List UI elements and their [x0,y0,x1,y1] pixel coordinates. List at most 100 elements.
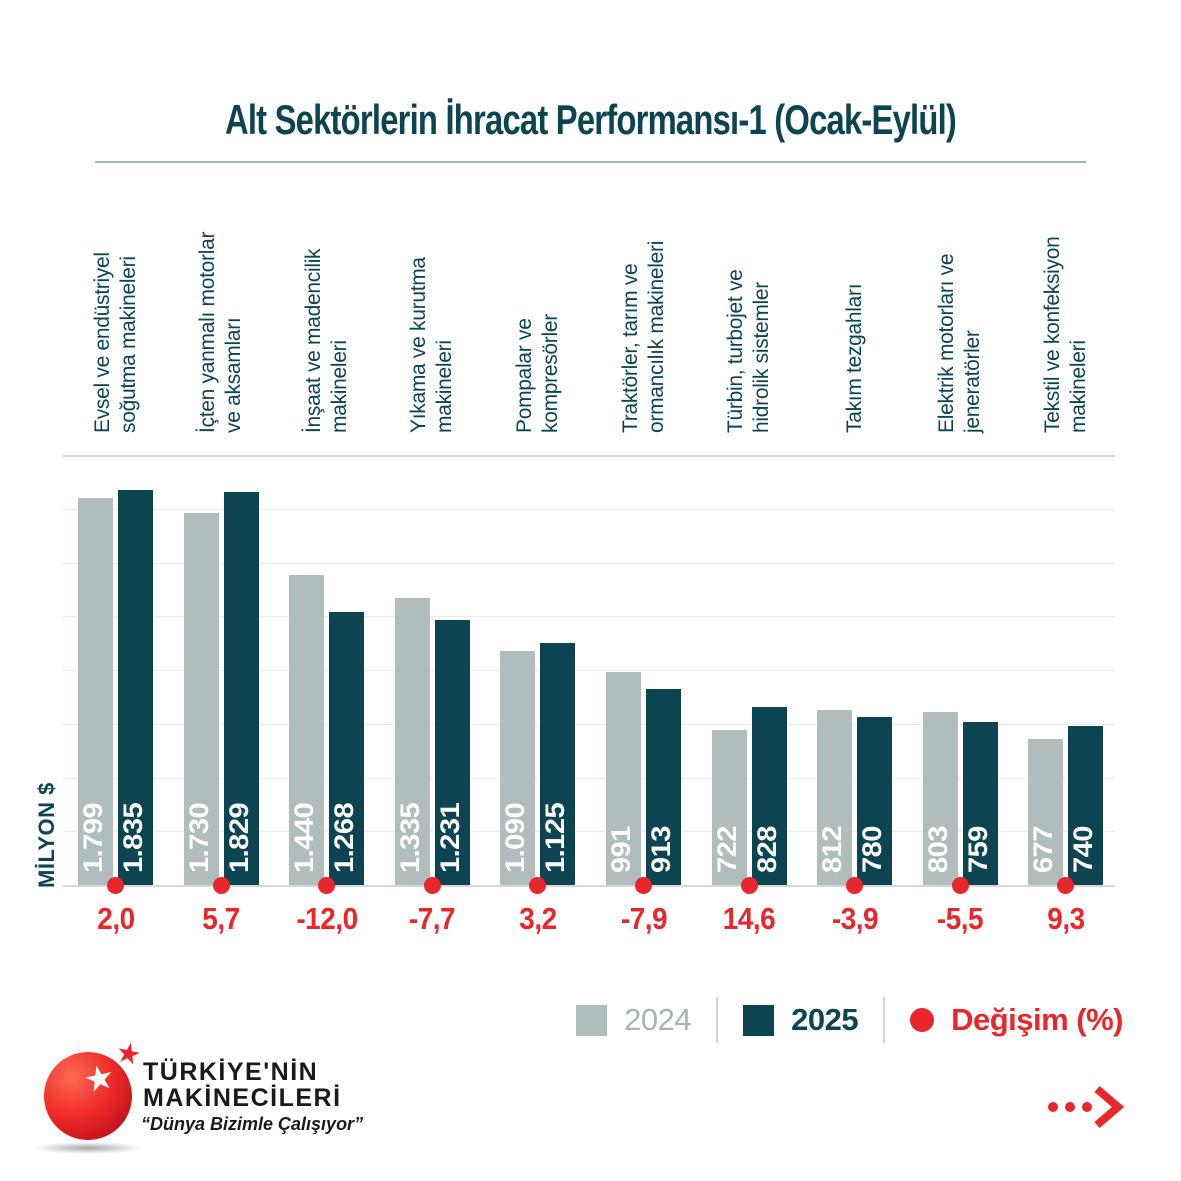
gridline [63,831,1115,833]
bar-value-2025: 913 [647,826,677,873]
next-page-arrow[interactable] [1048,1086,1128,1130]
category-label: Traktörler, tarım ve ormancılık makineler… [618,240,668,433]
bar-value-2024: 1.090 [501,802,531,873]
change-percent-label: -5,5 [937,901,984,936]
legend-divider [883,997,886,1043]
bar-value-2024: 677 [1029,826,1059,873]
gridline [63,616,1115,618]
bar-value-2024: 1.799 [79,802,109,873]
bar-value-2025: 828 [752,826,783,873]
bar-value-2024: 991 [607,826,637,873]
arrow-dot-icon [1082,1102,1092,1112]
change-dot-icon [529,876,547,894]
chevron-right-icon [1094,1086,1124,1128]
brand-name-line1: TÜRKİYE'NİN [143,1058,319,1086]
change-percent-label: 3,2 [519,901,557,936]
change-dot-icon [107,876,124,894]
category-label: Evsel ve endüstriyel soğutma makineleri [90,252,140,433]
change-dot-icon [423,876,441,894]
bar-2025 [962,721,998,885]
bar-value-2024: 803 [923,826,954,873]
gridline [63,885,1115,887]
legend-divider [716,997,719,1043]
bar-value-2025: 780 [858,826,888,873]
gridline [63,670,1115,671]
change-percent-label: 14,6 [722,901,776,936]
gridline [63,508,1115,510]
category-label: Türbin, turbojet ve hidrolik sistemler [724,269,774,433]
category-label: Takım tezgahları [842,283,866,433]
category-label: Tekstil ve konfeksiyon makineleri [1040,236,1090,434]
bar-value-2024: 1.440 [290,802,320,873]
change-dot-icon [212,876,230,894]
bar-2025 [1068,725,1104,885]
change-dot-icon [951,876,969,894]
brand-logo: ★ ★ TÜRKİYE'NİN MAKİNECİLERİ “Dünya Bizi… [0,1035,500,1160]
change-percent-label: 5,7 [202,901,240,936]
bar-value-2025: 1.829 [224,802,255,873]
legend-label-change: Değişim (%) [951,1002,1123,1037]
bar-value-2024: 1.335 [395,802,426,873]
category-label: Pompalar ve kompresörler [512,314,562,433]
change-dot-icon [1057,876,1075,894]
bar-2024 [606,671,641,885]
legend-swatch-2025 [743,1004,775,1036]
change-percent-label: 9,3 [1047,901,1085,936]
brand-tagline: “Dünya Bizimle Çalışıyor” [141,1114,364,1134]
bar-2024 [500,650,536,885]
change-percent-label: -7,7 [409,901,456,936]
arrow-dot-icon [1048,1102,1058,1112]
bar-2025 [434,620,470,885]
change-dot-icon [318,876,336,894]
category-label: İçten yanmalı motorlar ve aksamları [196,231,246,433]
title-divider [95,161,1086,163]
bar-value-2025: 1.268 [330,802,360,873]
bar-2025 [118,490,153,885]
bar-value-2024: 722 [712,826,743,873]
category-label: Yıkama ve kurutma makineleri [407,257,457,433]
bar-2025 [540,643,576,885]
legend-label-2024: 2024 [624,1002,692,1037]
bar-2024 [1028,739,1064,885]
bar-2024 [289,575,325,885]
bar-2024 [394,597,430,885]
legend-label-2025: 2025 [791,1002,859,1037]
change-dot-icon [740,876,758,894]
bar-2024 [183,513,219,885]
gridline [63,723,1115,725]
legend-swatch-2024 [576,1004,608,1036]
bar-2025 [646,688,681,885]
gridline [63,777,1115,779]
red-star-icon: ★ [113,1035,145,1072]
bar-2024 [817,710,853,885]
brand-name-line2: MAKİNECİLERİ [143,1084,342,1112]
bar-value-2025: 1.231 [435,802,466,873]
bar-value-2024: 812 [818,826,848,873]
logo-sphere-icon [44,1052,132,1140]
change-percent-label: -12,0 [296,901,358,936]
bar-value-2025: 1.835 [119,802,149,873]
change-percent-label: -3,9 [831,901,879,936]
bar-2024 [711,729,747,885]
arrow-dot-icon [1065,1102,1075,1112]
chart-title: Alt Sektörlerin İhracat Performansı-1 (O… [224,96,957,143]
y-axis-label: MİLYON $ [34,782,59,888]
bar-value-2025: 1.125 [541,802,571,873]
bar-value-2025: 740 [1069,826,1099,873]
bar-2024 [78,498,113,885]
bar-2025 [223,491,259,885]
bar-2025 [751,706,787,885]
chart-legend: 2024 2025 Değişim (%) [576,996,1123,1044]
change-dot-icon [846,876,864,894]
bar-value-2024: 1.730 [184,802,215,873]
change-percent-label: 2,0 [96,901,135,936]
gridline [63,455,1115,457]
bar-2024 [922,712,958,885]
gridline [63,562,1115,564]
legend-change-dot-icon [910,1008,935,1032]
change-dot-icon [635,876,652,894]
category-label: Elektrik motorları ve jeneratörler [935,253,985,433]
bar-value-2025: 759 [963,826,994,873]
